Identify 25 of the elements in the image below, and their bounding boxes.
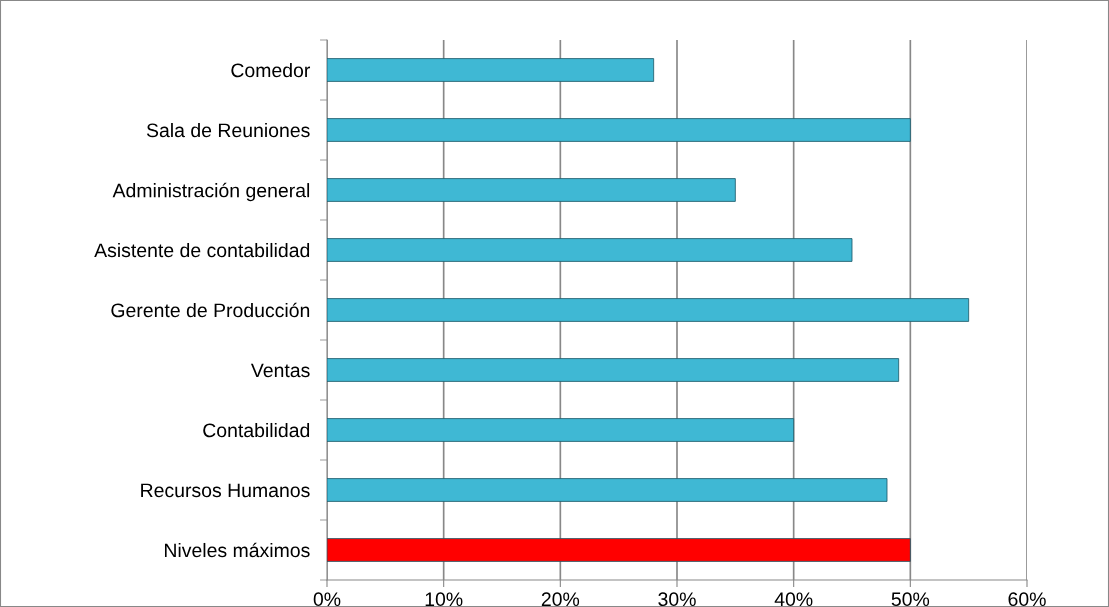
- y-tick-label: Niveles máximos: [164, 542, 310, 558]
- x-tick-label: 10%: [425, 592, 463, 607]
- y-tick-label: Contabilidad: [203, 422, 310, 438]
- x-tick-label: 40%: [774, 592, 813, 607]
- y-tick-label: Sala de Reuniones: [146, 122, 310, 138]
- y-tick-label: Asistente de contabilidad: [94, 242, 310, 258]
- y-tick-label: Comedor: [231, 62, 311, 78]
- x-tick-label: 60%: [1008, 592, 1046, 607]
- bar: [327, 358, 900, 382]
- bar: [327, 58, 655, 82]
- y-tick-label: Administración general: [112, 182, 310, 202]
- bar: [327, 178, 736, 202]
- x-tick-label: 50%: [891, 592, 930, 607]
- x-tick-label: 30%: [658, 592, 696, 607]
- bar: [327, 478, 888, 502]
- bar: [327, 538, 911, 562]
- bar: [327, 118, 911, 142]
- y-tick-label: Ventas: [250, 363, 310, 378]
- x-tick-label: 20%: [541, 592, 580, 607]
- y-tick-label: Gerente de Producción: [111, 302, 310, 318]
- x-tick-label: 0%: [313, 592, 341, 607]
- bar: [327, 298, 970, 322]
- bar: [327, 418, 795, 442]
- bar: [327, 238, 853, 262]
- y-tick-label: Recursos Humanos: [141, 483, 310, 498]
